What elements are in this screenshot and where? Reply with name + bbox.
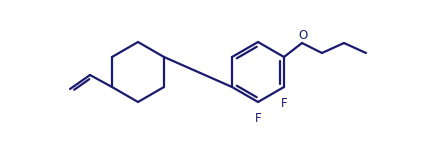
Text: O: O xyxy=(298,29,308,42)
Text: F: F xyxy=(255,112,261,125)
Text: F: F xyxy=(280,97,287,110)
